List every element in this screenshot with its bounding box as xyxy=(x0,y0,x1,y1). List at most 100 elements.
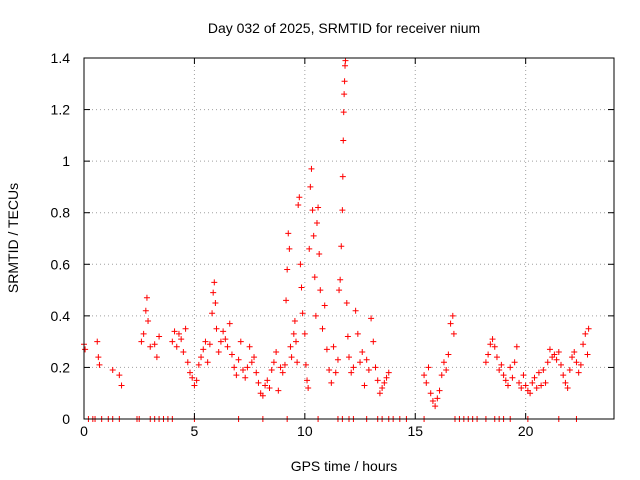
data-point xyxy=(304,377,311,384)
y-tick-label: 0.2 xyxy=(51,359,71,375)
data-point xyxy=(233,372,240,379)
data-point xyxy=(573,359,580,366)
data-point xyxy=(438,372,445,379)
data-point xyxy=(138,338,145,345)
data-point xyxy=(293,338,299,345)
data-point xyxy=(109,367,116,374)
data-point xyxy=(562,379,569,386)
grid xyxy=(84,58,614,419)
data-point xyxy=(220,328,227,335)
data-point xyxy=(191,382,198,389)
data-point xyxy=(531,374,538,381)
data-point xyxy=(231,364,238,371)
data-point xyxy=(343,299,350,306)
chart-title: Day 032 of 2025, SRMTID for receiver niu… xyxy=(208,20,480,36)
data-point xyxy=(339,173,346,180)
data-point xyxy=(575,369,582,376)
data-point xyxy=(284,266,291,273)
data-point xyxy=(298,284,305,291)
data-point xyxy=(383,374,390,381)
data-point xyxy=(307,183,314,190)
data-point xyxy=(270,359,277,366)
data-point xyxy=(505,382,511,389)
data-point xyxy=(180,348,187,355)
data-point xyxy=(178,336,185,343)
data-point xyxy=(544,359,551,366)
data-point xyxy=(184,359,191,366)
data-point xyxy=(95,354,102,361)
data-point xyxy=(285,230,292,237)
data-point xyxy=(306,245,313,252)
data-point xyxy=(147,343,154,350)
data-point xyxy=(348,369,355,376)
data-point xyxy=(286,245,293,252)
data-point xyxy=(584,351,591,358)
data-point xyxy=(310,232,317,239)
data-point xyxy=(277,364,284,371)
data-point xyxy=(153,354,160,361)
data-point xyxy=(118,382,125,389)
data-point xyxy=(288,354,295,361)
data-point xyxy=(143,294,150,301)
data-point xyxy=(297,261,304,268)
data-point xyxy=(313,220,320,227)
data-point xyxy=(449,312,456,319)
plot-frame xyxy=(83,57,615,420)
x-tick-label: 20 xyxy=(518,423,534,439)
data-point xyxy=(283,297,290,304)
data-point xyxy=(151,341,158,348)
data-point xyxy=(215,348,222,355)
data-point xyxy=(502,377,509,384)
data-point xyxy=(202,338,209,345)
data-point xyxy=(211,279,218,286)
data-point xyxy=(209,310,216,317)
data-point xyxy=(372,364,379,371)
data-point xyxy=(309,207,316,214)
data-point xyxy=(273,348,280,355)
data-point xyxy=(210,289,217,296)
data-point xyxy=(432,403,439,410)
data-point xyxy=(346,354,352,361)
data-point xyxy=(337,276,344,283)
data-point xyxy=(447,320,454,327)
data-point xyxy=(522,382,529,389)
data-point xyxy=(493,354,500,361)
data-point xyxy=(538,382,545,389)
data-point xyxy=(235,356,242,363)
data-point xyxy=(513,343,520,350)
data-point xyxy=(237,338,244,345)
y-tick-label: 1 xyxy=(62,153,70,169)
data-point xyxy=(340,109,347,116)
data-point xyxy=(140,330,147,337)
data-point xyxy=(222,336,229,343)
data-point xyxy=(317,287,324,294)
data-point xyxy=(564,385,571,392)
data-point xyxy=(511,359,518,366)
data-point xyxy=(226,320,233,327)
data-point xyxy=(316,250,323,257)
data-point xyxy=(295,201,302,208)
data-point xyxy=(330,343,337,350)
data-point xyxy=(445,351,452,358)
data-point xyxy=(427,390,434,397)
data-point xyxy=(96,361,103,368)
data-point xyxy=(425,364,432,371)
data-point xyxy=(296,194,303,201)
data-point xyxy=(580,341,587,348)
data-point xyxy=(370,338,377,345)
y-axis-label: SRMTID / TECUs xyxy=(5,183,21,293)
data-point xyxy=(169,338,176,345)
data-point xyxy=(171,328,178,335)
data-point xyxy=(332,369,339,376)
data-point xyxy=(344,333,351,340)
data-point xyxy=(255,379,262,386)
data-point xyxy=(342,57,349,64)
data-point xyxy=(328,379,335,386)
data-point xyxy=(381,379,388,386)
data-point xyxy=(281,361,288,368)
data-point xyxy=(429,397,436,404)
data-point xyxy=(560,372,567,379)
x-tick-label: 0 xyxy=(80,423,88,439)
data-point xyxy=(173,343,180,350)
data-point xyxy=(116,372,123,379)
